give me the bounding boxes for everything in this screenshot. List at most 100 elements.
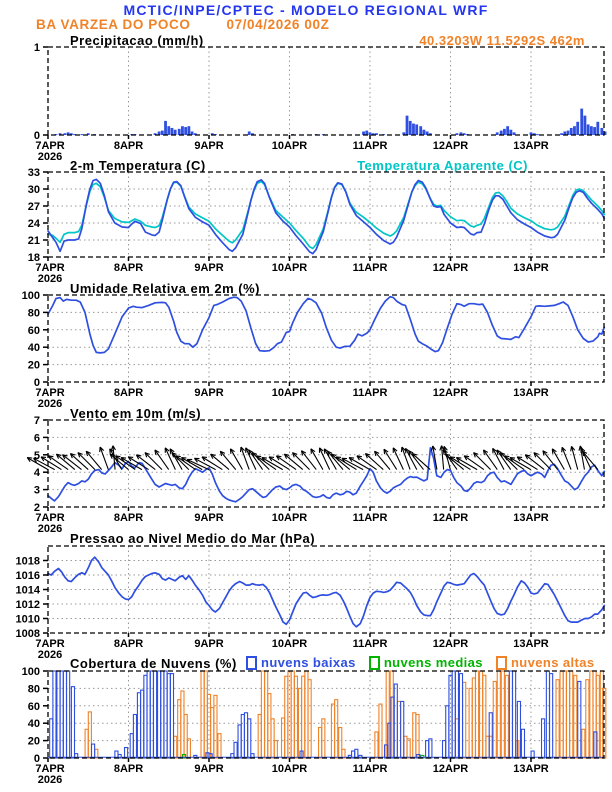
- svg-text:1: 1: [34, 42, 40, 54]
- precip-bars: [54, 108, 607, 136]
- svg-text:9APR: 9APR: [194, 140, 223, 152]
- svg-text:12APR: 12APR: [433, 638, 469, 650]
- series-line: [47, 446, 606, 503]
- panel-title-precip: Precipitacao (mm/h): [70, 33, 204, 48]
- svg-text:0: 0: [34, 130, 40, 142]
- svg-text:13APR: 13APR: [513, 140, 549, 152]
- svg-text:80: 80: [28, 307, 40, 319]
- svg-text:60: 60: [28, 325, 40, 337]
- svg-text:1012: 1012: [16, 599, 40, 611]
- legend-temp-aparente: Temperatura Aparente (C): [357, 158, 528, 173]
- wind-barbs: [26, 445, 599, 471]
- svg-text:7APR: 7APR: [35, 262, 64, 274]
- svg-text:12APR: 12APR: [433, 262, 469, 274]
- svg-text:1010: 1010: [16, 614, 40, 626]
- panel-frame: [47, 294, 605, 383]
- svg-text:40: 40: [28, 718, 40, 730]
- svg-text:8APR: 8APR: [114, 763, 143, 775]
- svg-text:11APR: 11APR: [353, 262, 388, 274]
- svg-text:9APR: 9APR: [194, 262, 223, 274]
- series-line: [47, 295, 606, 354]
- legend-label: nuvens altas: [510, 655, 595, 670]
- svg-text:1008: 1008: [16, 628, 40, 640]
- svg-text:12APR: 12APR: [433, 512, 469, 524]
- svg-text:60: 60: [28, 701, 40, 713]
- svg-text:11APR: 11APR: [353, 387, 388, 399]
- panel-frame: [47, 46, 605, 136]
- svg-text:10APR: 10APR: [272, 262, 308, 274]
- svg-text:13APR: 13APR: [513, 763, 549, 775]
- panel-temp: 18 21 24 27 30 33 7APR 8APR 9APR 10APR 11APR 12APR 1…: [28, 167, 606, 285]
- panel-title-temp: 2-m Temperatura (C): [70, 158, 206, 173]
- svg-text:6: 6: [34, 432, 40, 444]
- page-title: MCTIC/INPE/CPTEC - MODELO REGIONAL WRF: [123, 2, 489, 18]
- svg-text:2026: 2026: [38, 398, 62, 410]
- cloud-bars-blue: [49, 670, 598, 759]
- svg-text:9APR: 9APR: [194, 512, 223, 524]
- svg-text:8APR: 8APR: [114, 140, 143, 152]
- low-clouds-swatch-icon: [246, 655, 257, 670]
- svg-text:7APR: 7APR: [35, 140, 64, 152]
- panel-rh: 0 20 40 60 80 100 7APR 8APR 9APR 10APR 11APR 12APR 1…: [22, 290, 606, 410]
- svg-text:12APR: 12APR: [433, 140, 469, 152]
- station-coordinates: 40.3203W 11.5292S 462m: [419, 33, 585, 48]
- svg-text:7: 7: [34, 415, 40, 427]
- svg-text:80: 80: [28, 683, 40, 695]
- svg-text:9APR: 9APR: [194, 387, 223, 399]
- svg-text:100: 100: [22, 666, 40, 678]
- svg-text:2: 2: [34, 502, 40, 514]
- svg-text:12APR: 12APR: [433, 387, 469, 399]
- legend-item-mid-clouds: nuvens medias: [368, 655, 483, 670]
- svg-text:9APR: 9APR: [194, 763, 223, 775]
- svg-text:0: 0: [34, 377, 40, 389]
- panel-title-wind: Vento em 10m (m/s): [70, 406, 202, 421]
- svg-text:2026: 2026: [38, 151, 62, 163]
- model-run-datetime: 07/04/2026 00Z: [226, 17, 330, 32]
- svg-text:20: 20: [28, 360, 40, 372]
- svg-text:11APR: 11APR: [353, 638, 388, 650]
- svg-text:21: 21: [28, 235, 40, 247]
- high-clouds-swatch-icon: [495, 655, 507, 670]
- legend-item-low-clouds: nuvens baixas: [246, 655, 356, 670]
- svg-text:27: 27: [28, 201, 40, 213]
- panel-title-pressure: Pressao ao Nivel Medio do Mar (hPa): [70, 531, 316, 546]
- svg-text:10APR: 10APR: [272, 140, 308, 152]
- svg-text:2026: 2026: [38, 273, 62, 285]
- svg-text:10APR: 10APR: [272, 387, 308, 399]
- svg-text:7APR: 7APR: [35, 512, 64, 524]
- panel-wind: 2 3 4 5 6 7 7APR 8APR 9APR 10APR 11APR 12APR 13APR 20…: [26, 415, 606, 535]
- svg-text:7APR: 7APR: [35, 638, 64, 650]
- svg-text:0: 0: [34, 753, 40, 765]
- svg-text:20: 20: [28, 736, 40, 748]
- panel-frame: [47, 419, 605, 508]
- station-header: BA VARZEA DO POCO 07/04/2026 00Z: [36, 17, 329, 32]
- svg-text:7APR: 7APR: [35, 387, 64, 399]
- svg-text:5: 5: [34, 450, 40, 462]
- series-line: [47, 180, 606, 250]
- svg-text:18: 18: [28, 252, 40, 264]
- svg-text:2026: 2026: [38, 523, 62, 535]
- svg-text:33: 33: [28, 167, 40, 179]
- svg-text:8APR: 8APR: [114, 512, 143, 524]
- mid-clouds-swatch-icon: [368, 655, 380, 670]
- series-line: [47, 556, 606, 628]
- svg-text:1018: 1018: [16, 556, 40, 568]
- svg-text:4: 4: [34, 467, 41, 479]
- panel-title-humidity: Umidade Relativa em 2m (%): [70, 281, 261, 296]
- svg-text:13APR: 13APR: [513, 262, 549, 274]
- panel-title-clouds: Cobertura de Nuvens (%): [70, 656, 237, 671]
- panel-clouds: 0 20 40 60 80 100 7APR 8APR 9APR 10APR 11APR 12APR 1…: [22, 666, 607, 786]
- svg-text:13APR: 13APR: [513, 387, 549, 399]
- station-name: BA VARZEA DO POCO: [36, 17, 191, 32]
- svg-text:11APR: 11APR: [353, 512, 388, 524]
- svg-text:2026: 2026: [38, 649, 62, 661]
- svg-text:9APR: 9APR: [194, 638, 223, 650]
- panel-frame: [47, 670, 605, 759]
- panel-frame: [47, 171, 605, 258]
- svg-text:11APR: 11APR: [353, 140, 388, 152]
- svg-text:12APR: 12APR: [433, 763, 469, 775]
- svg-text:10APR: 10APR: [272, 638, 308, 650]
- svg-text:1016: 1016: [16, 570, 40, 582]
- svg-text:13APR: 13APR: [513, 512, 549, 524]
